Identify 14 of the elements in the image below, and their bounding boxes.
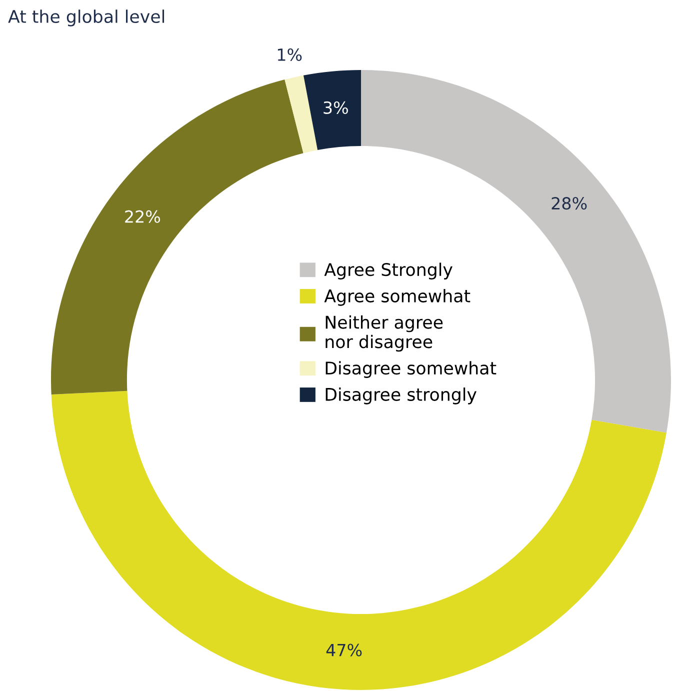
- data-label: 3%: [324, 101, 348, 114]
- data-label: 28%: [552, 197, 587, 210]
- donut-slice: [284, 75, 318, 154]
- data-label: 22%: [125, 210, 160, 223]
- data-label: 1%: [278, 48, 302, 61]
- legend-label: Disagree strongly: [326, 388, 476, 404]
- legend-label: Neither agree nor disagree: [326, 315, 443, 352]
- donut-slice: [51, 80, 304, 394]
- chart-title: At the global level: [8, 10, 164, 26]
- legend-label: Agree Strongly: [324, 262, 452, 280]
- data-label: 47%: [326, 644, 362, 656]
- donut-slice: [303, 70, 361, 150]
- legend-label: Agree somewhat: [324, 289, 470, 306]
- legend-label: Disagree somewhat: [326, 361, 496, 378]
